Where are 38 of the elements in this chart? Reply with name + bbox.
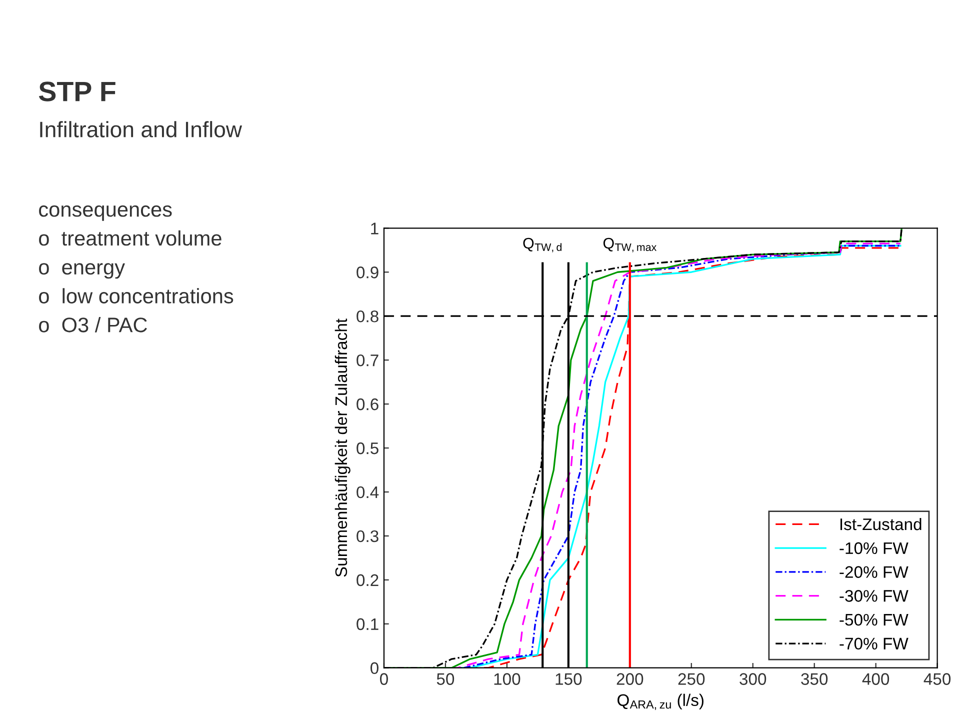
- y-tick-label: 0.4: [356, 486, 379, 498]
- y-tick-label: 0.5: [356, 442, 378, 454]
- x-tick-label: 50: [436, 673, 454, 685]
- text: o energy: [39, 263, 125, 279]
- legend-label: -70% FW: [840, 638, 908, 650]
- y-tick-label: 0.7: [356, 354, 378, 366]
- x-tick-label: 200: [616, 673, 644, 685]
- legend-label: -30% FW: [840, 590, 908, 602]
- y-tick-label: 0.6: [356, 398, 378, 410]
- text: consequences: [39, 205, 172, 221]
- legend-label: -20% FW: [840, 566, 908, 578]
- x-tick-label: 300: [740, 673, 766, 685]
- x-tick-label: 100: [494, 673, 520, 685]
- text: o O3 / PAC: [39, 317, 147, 332]
- y-tick-label: 1: [371, 222, 378, 234]
- x-tick-label: 400: [862, 673, 890, 685]
- x-tick-label: 150: [556, 673, 582, 685]
- y-tick-label: 0.1: [356, 618, 378, 630]
- x-tick-label: 0: [380, 673, 388, 685]
- ref-line-label: Q$_{TW,max}$: [603, 238, 657, 252]
- y-tick-label: 0.3: [356, 530, 378, 542]
- x-tick-label: 450: [924, 673, 951, 685]
- legend-label: -10% FW: [840, 542, 908, 554]
- x-tick-label: 350: [801, 673, 828, 685]
- text: o low concentrations: [39, 288, 234, 304]
- text: STP F: [38, 82, 116, 102]
- text: Infiltration and Inflow: [40, 121, 242, 138]
- y-tick-label: 0.9: [356, 266, 378, 278]
- x-tick-label: 250: [678, 673, 705, 685]
- legend-label: -50% FW: [840, 614, 908, 626]
- y-tick-label: 0.8: [356, 310, 378, 322]
- x-axis-title: Q$_{ARA,zu}$ (l/s): [618, 694, 704, 710]
- legend-label: Ist-Zustand: [840, 518, 922, 530]
- y-tick-label: 0: [370, 662, 378, 674]
- y-axis-title: Summenhäufigkeit der Zulauffracht: [334, 318, 350, 577]
- y-tick-label: 0.2: [356, 574, 378, 586]
- ref-line-label: Q$_{TW,d}$: [523, 238, 562, 252]
- text: o treatment volume: [39, 230, 222, 246]
